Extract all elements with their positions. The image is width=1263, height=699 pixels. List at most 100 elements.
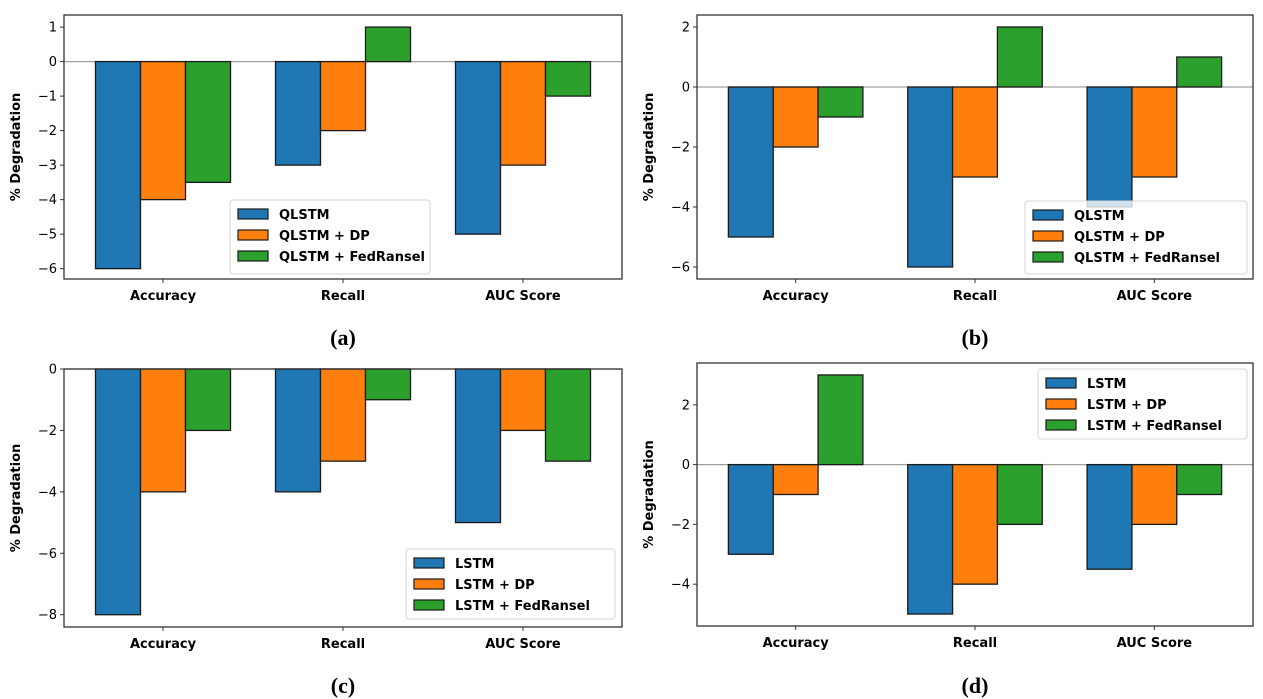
- bar-lstm-fedransel-accuracy: [817, 374, 864, 466]
- y-tick-label: 0: [682, 81, 690, 96]
- y-tick-label: 0: [682, 458, 690, 473]
- legend: LSTM LSTM + DP LSTM + FedRansel: [1037, 368, 1248, 440]
- y-axis-label: % Degradation: [642, 440, 657, 549]
- panel-caption: (d): [962, 673, 989, 698]
- x-tick-label: AUC Score: [1117, 289, 1193, 304]
- legend-swatch: [1032, 209, 1064, 221]
- legend: QLSTM QLSTM + DP QLSTM + FedRansel: [1024, 200, 1248, 275]
- legend-label: LSTM + DP: [455, 578, 535, 593]
- y-tick-label: −2: [38, 124, 57, 139]
- legend-label: QLSTM + FedRansel: [279, 250, 425, 265]
- bar-qlstm-fedransel-recall: [364, 26, 412, 63]
- y-tick-label: −8: [38, 608, 57, 623]
- bar-lstm-fedransel-recall: [364, 368, 412, 401]
- legend-box: [1037, 368, 1248, 440]
- y-axis-label: % Degradation: [9, 444, 24, 553]
- y-tick-label: 1: [49, 21, 57, 36]
- legend: QLSTM QLSTM + DP QLSTM + FedRansel: [229, 199, 431, 275]
- legend-label: LSTM: [1087, 377, 1126, 392]
- x-tick-label: Accuracy: [130, 289, 197, 304]
- legend-label: LSTM + DP: [1087, 398, 1167, 413]
- bar-lstm-fedransel-auc-score: [544, 368, 592, 462]
- y-tick-label: −5: [38, 228, 57, 243]
- panel-caption: (c): [331, 673, 355, 698]
- x-tick-label: Recall: [953, 636, 997, 651]
- y-tick-label: −3: [38, 159, 57, 174]
- legend-swatch: [1032, 230, 1064, 242]
- bar-lstm-recall: [907, 463, 954, 615]
- bar-lstm-dp-recall: [319, 368, 367, 462]
- legend-label: QLSTM: [279, 208, 330, 223]
- legend-swatch: [413, 578, 445, 590]
- y-tick-label: 2: [682, 21, 690, 36]
- bar-qlstm-accuracy: [94, 60, 142, 270]
- bar-lstm-dp-auc-score: [1131, 463, 1178, 526]
- legend-swatch: [237, 208, 269, 220]
- bar-qlstm-dp-auc-score: [1131, 86, 1178, 178]
- x-tick-label: Accuracy: [130, 637, 197, 652]
- y-tick-label: −6: [38, 262, 57, 277]
- y-tick-label: 0: [49, 55, 57, 70]
- bar-lstm-dp-recall: [951, 463, 999, 585]
- y-tick-label: −4: [671, 578, 690, 593]
- legend: LSTM LSTM + DP LSTM + FedRansel: [405, 548, 616, 620]
- bar-qlstm-dp-recall: [319, 60, 367, 132]
- y-tick-label: −4: [38, 193, 57, 208]
- x-tick-label: Accuracy: [763, 636, 830, 651]
- y-tick-label: −2: [38, 424, 57, 439]
- legend-swatch: [1045, 419, 1077, 431]
- bar-qlstm-auc-score: [454, 60, 502, 235]
- legend-label: QLSTM + FedRansel: [1074, 251, 1220, 266]
- bar-lstm-dp-accuracy: [139, 368, 187, 493]
- bar-lstm-auc-score: [454, 368, 502, 524]
- bar-lstm-recall: [274, 368, 322, 493]
- legend-swatch: [1045, 398, 1077, 410]
- y-tick-label: 0: [49, 363, 57, 378]
- y-tick-label: −6: [671, 261, 690, 276]
- y-axis-label: % Degradation: [642, 93, 657, 202]
- y-axis-label: % Degradation: [9, 93, 24, 202]
- bar-qlstm-accuracy: [727, 86, 774, 238]
- legend-swatch: [413, 557, 445, 569]
- x-tick-label: AUC Score: [485, 637, 561, 652]
- bar-qlstm-recall: [907, 86, 954, 268]
- bar-qlstm-dp-auc-score: [499, 60, 547, 166]
- bar-lstm-dp-accuracy: [772, 463, 819, 496]
- legend-label: QLSTM: [1074, 209, 1125, 224]
- legend-swatch: [1032, 251, 1064, 263]
- x-tick-label: Recall: [321, 289, 365, 304]
- legend-label: QLSTM + DP: [1074, 230, 1165, 245]
- x-tick-label: AUC Score: [1117, 636, 1193, 651]
- chart-panel-a: 1 0 −1 −2 −3 −4 −5 −6 Accuracy Recall AUC Score % D…: [9, 14, 623, 350]
- y-tick-label: −4: [38, 485, 57, 500]
- y-tick-label: −2: [671, 141, 690, 156]
- y-tick-label: −2: [671, 518, 690, 533]
- bar-lstm-fedransel-recall: [996, 463, 1043, 526]
- y-tick-label: 2: [682, 398, 690, 413]
- bar-lstm-accuracy: [727, 463, 774, 555]
- bar-qlstm-dp-recall: [951, 86, 999, 178]
- chart-panel-c: 0 −2 −4 −6 −8 Accuracy Recall AUC Score % Degrad…: [9, 363, 623, 698]
- x-tick-label: Recall: [953, 289, 997, 304]
- legend-swatch: [1045, 377, 1077, 389]
- legend-swatch: [413, 599, 445, 611]
- bar-qlstm-recall: [274, 60, 322, 166]
- panel-caption: (b): [962, 325, 989, 350]
- legend-label: QLSTM + DP: [279, 229, 370, 244]
- bar-qlstm-dp-accuracy: [772, 86, 819, 148]
- legend-label: LSTM + FedRansel: [1087, 419, 1222, 434]
- legend-box: [1024, 200, 1248, 275]
- bar-lstm-accuracy: [94, 368, 142, 616]
- y-tick-label: −4: [671, 201, 690, 216]
- bar-qlstm-fedransel-auc-score: [544, 60, 592, 97]
- bar-lstm-fedransel-accuracy: [184, 368, 232, 432]
- chart-panel-d: 2 0 −2 −4 Accuracy Recall AUC Score % Degradati…: [642, 362, 1254, 698]
- bar-lstm-auc-score: [1086, 463, 1133, 570]
- legend-box: [229, 199, 431, 275]
- bar-lstm-fedransel-auc-score: [1176, 463, 1223, 496]
- bar-qlstm-dp-accuracy: [139, 60, 187, 201]
- bar-lstm-dp-auc-score: [499, 368, 547, 432]
- legend-label: LSTM: [455, 557, 494, 572]
- legend-label: LSTM + FedRansel: [455, 599, 590, 614]
- y-tick-label: −1: [38, 90, 57, 105]
